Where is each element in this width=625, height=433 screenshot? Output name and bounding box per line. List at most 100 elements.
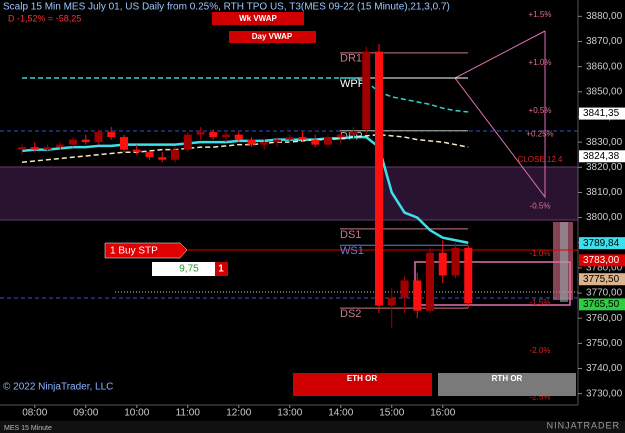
- x-tick-label: 16:00: [430, 408, 455, 419]
- candle-body: [349, 132, 358, 135]
- indicator-line: [22, 77, 469, 113]
- copyright: © 2022 NinjaTrader, LLC: [3, 382, 113, 393]
- pct-label: -2.0%: [530, 346, 551, 355]
- pivot-label: DR1: [340, 53, 362, 65]
- pivot-label: DS2: [340, 308, 361, 320]
- indicator-line: [21, 133, 469, 163]
- chart-subtitle: D -1,52% = -58,25: [8, 13, 81, 23]
- candle-body: [107, 132, 116, 138]
- candle-body: [298, 137, 307, 140]
- order-price-box[interactable]: [152, 262, 215, 276]
- value-area: [0, 167, 578, 220]
- indicator-line: [21, 135, 469, 244]
- y-tick-label: 3850,00: [586, 86, 623, 97]
- candle-body: [56, 144, 65, 148]
- button-label[interactable]: Day VWAP: [252, 32, 293, 41]
- candle-body: [43, 147, 52, 150]
- price-marker: [579, 273, 625, 286]
- candle-body: [362, 51, 371, 130]
- pct-label: CLOSE 12.4: [518, 155, 563, 164]
- candle-body: [260, 142, 269, 145]
- x-tick-label: 11:00: [176, 408, 201, 419]
- y-tick-label: 3760,00: [586, 313, 623, 324]
- y-tick-label: 3860,00: [586, 61, 623, 72]
- candle-body: [247, 139, 256, 145]
- profile: [560, 222, 568, 302]
- x-tick-label: 10:00: [124, 408, 149, 419]
- y-tick-label: 3730,00: [586, 388, 623, 399]
- button[interactable]: [229, 31, 316, 43]
- pct-label: -0.5%: [530, 201, 551, 210]
- pct-label: +1.5%: [529, 10, 552, 19]
- candle-body: [222, 134, 230, 138]
- logo: NINJATRADER: [547, 420, 620, 430]
- button[interactable]: [293, 373, 432, 396]
- button-label[interactable]: RTH OR: [492, 374, 523, 383]
- price-marker-label: 3765,50: [583, 299, 620, 310]
- candle-body: [324, 137, 332, 145]
- x-tick-label: 12:00: [226, 408, 251, 419]
- candle-body: [273, 139, 281, 143]
- candle-body: [464, 247, 473, 304]
- x-tick-label: 15:00: [379, 408, 404, 419]
- candle-body: [285, 137, 294, 140]
- pct-label: +1.0%: [529, 58, 552, 67]
- y-tick-label: 3880,00: [586, 11, 623, 22]
- candle-body: [196, 132, 205, 135]
- order-qty-box[interactable]: [215, 262, 228, 276]
- x-tick-label: 13:00: [277, 408, 302, 419]
- candle-body: [400, 280, 409, 299]
- y-tick-label: 3800,00: [586, 212, 623, 223]
- order-label[interactable]: 1 Buy STP: [110, 246, 158, 257]
- instrument: MES 15 Minute: [4, 425, 52, 432]
- candle-body: [311, 139, 320, 145]
- candle-body: [30, 147, 39, 150]
- pivot-label: WS1: [340, 245, 364, 257]
- x-tick-label: 09:00: [73, 408, 98, 419]
- y-tick-label: 3810,00: [586, 187, 623, 198]
- x-tick-label: 14:00: [328, 408, 353, 419]
- candle-body: [336, 134, 345, 138]
- order-qty[interactable]: 1: [218, 264, 224, 275]
- price-marker-label: 3824,38: [583, 151, 620, 162]
- candle-body: [438, 252, 447, 276]
- price-marker: [579, 298, 625, 311]
- candle-body: [18, 147, 26, 150]
- order-price[interactable]: 9,75: [179, 264, 199, 275]
- candle-body: [69, 139, 77, 145]
- y-tick-label: 3750,00: [586, 338, 623, 349]
- pct-label: -1.5%: [530, 298, 551, 307]
- pct-label: +0.25%: [526, 130, 553, 139]
- price-marker: [579, 254, 625, 267]
- candle-body: [375, 51, 383, 306]
- pct-label: -2.5%: [530, 393, 551, 402]
- y-tick-label: 3820,00: [586, 162, 623, 173]
- pivot-label: DS1: [340, 229, 361, 241]
- price-marker: [579, 107, 625, 120]
- price-marker: [579, 237, 625, 250]
- candle-body: [183, 134, 192, 150]
- button-label[interactable]: Wk VWAP: [239, 14, 277, 23]
- button[interactable]: [212, 12, 304, 25]
- price-axis: [578, 0, 625, 405]
- candle-body: [234, 134, 243, 140]
- order-tag[interactable]: [104, 242, 188, 259]
- y-tick-label: 3870,00: [586, 36, 623, 47]
- candle-body: [387, 298, 396, 306]
- price-marker-label: 3789,84: [583, 238, 620, 249]
- candle-body: [451, 247, 460, 276]
- x-tick-label: 08:00: [22, 408, 47, 419]
- pivot-label: WPP: [340, 78, 365, 90]
- y-tick-label: 3740,00: [586, 363, 623, 374]
- button-label[interactable]: ETH OR: [347, 374, 377, 383]
- button[interactable]: [438, 373, 576, 396]
- y-tick-label: 3780,00: [586, 263, 623, 274]
- projection: [454, 30, 546, 199]
- candle-body: [426, 252, 434, 311]
- price-marker-label: 3783,00: [583, 255, 620, 266]
- y-tick-label: 3830,00: [586, 137, 623, 148]
- candle-body: [209, 132, 218, 138]
- pct-label: -1.0%: [530, 249, 551, 258]
- candle-body: [158, 157, 167, 160]
